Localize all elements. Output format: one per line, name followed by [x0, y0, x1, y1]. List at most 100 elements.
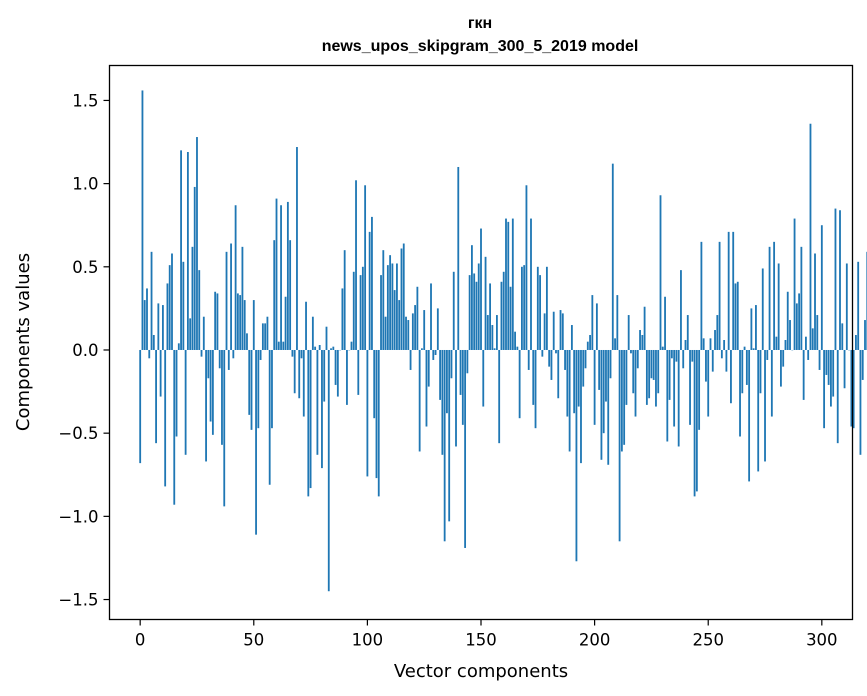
bar — [414, 305, 417, 350]
bar — [711, 349, 714, 372]
y-tick-label: −1.0 — [58, 507, 98, 526]
bar — [382, 250, 385, 350]
bar — [625, 349, 628, 405]
bar — [216, 293, 219, 350]
bar — [577, 349, 580, 407]
bar — [200, 349, 203, 357]
bar — [705, 349, 707, 382]
bar — [198, 270, 201, 350]
bar — [536, 266, 539, 350]
bar — [407, 320, 410, 350]
bar — [366, 349, 369, 477]
bar — [355, 180, 357, 350]
bar — [202, 316, 205, 350]
bar — [807, 349, 810, 360]
bar — [530, 218, 532, 350]
bar — [850, 349, 853, 427]
bar — [341, 288, 344, 350]
bar — [373, 349, 376, 419]
bar — [441, 349, 444, 455]
bar — [157, 303, 160, 350]
bar — [584, 349, 587, 369]
bar — [161, 305, 164, 350]
bar — [471, 245, 473, 350]
bar — [802, 349, 805, 400]
bar — [164, 349, 167, 487]
bar — [743, 346, 746, 350]
bar — [786, 291, 789, 350]
bar — [650, 349, 653, 379]
bar — [830, 349, 832, 407]
bar — [398, 300, 401, 350]
bars-group — [139, 90, 867, 592]
bar — [152, 335, 155, 350]
bar — [343, 250, 346, 350]
bar — [555, 349, 557, 354]
y-tick-label: −1.5 — [58, 591, 98, 610]
bar — [518, 349, 521, 419]
bar — [277, 341, 280, 350]
bar — [386, 265, 389, 350]
bar — [823, 349, 826, 429]
bar — [618, 349, 621, 542]
bar — [409, 349, 412, 370]
bar — [852, 349, 855, 429]
y-axis-label: Components values — [13, 253, 34, 431]
bar — [773, 241, 776, 350]
bar — [186, 152, 189, 350]
bar — [384, 316, 387, 350]
chart-title-line2: news_upos_skipgram_300_5_2019 model — [322, 38, 639, 55]
bar — [666, 349, 669, 442]
bar — [291, 349, 294, 357]
bar — [243, 300, 246, 350]
bar — [148, 349, 151, 359]
bar — [325, 326, 328, 350]
bar — [159, 349, 162, 397]
bar — [257, 349, 260, 429]
bar — [314, 346, 317, 350]
bar — [411, 313, 414, 350]
bar — [759, 349, 762, 394]
bar — [184, 349, 187, 455]
bar — [748, 349, 751, 482]
bar — [548, 349, 551, 367]
bar — [845, 263, 848, 350]
bar — [436, 308, 439, 350]
bar — [259, 349, 262, 360]
bar — [734, 283, 737, 350]
bar — [834, 208, 837, 350]
bar — [639, 330, 641, 350]
bar — [520, 266, 523, 350]
bar — [652, 349, 655, 380]
bar — [677, 349, 680, 447]
bar — [236, 293, 239, 350]
bar — [752, 348, 755, 350]
bar — [282, 341, 285, 350]
bar — [352, 271, 355, 350]
bar — [393, 290, 396, 350]
bar — [207, 349, 210, 379]
bar — [600, 349, 603, 460]
bar — [557, 349, 560, 399]
bar — [859, 349, 862, 455]
bar — [575, 349, 578, 562]
bar — [318, 345, 321, 350]
bar — [443, 349, 446, 542]
bar — [316, 349, 319, 455]
bar — [607, 349, 610, 465]
bar — [620, 349, 623, 452]
bar — [689, 349, 691, 425]
bar — [568, 349, 571, 452]
bar — [720, 349, 723, 359]
bar — [389, 255, 392, 350]
bar — [418, 349, 421, 452]
bar — [725, 349, 728, 372]
bar — [491, 325, 494, 350]
bar — [811, 328, 814, 350]
bar — [493, 348, 496, 350]
bar — [168, 265, 171, 350]
bar — [286, 201, 289, 350]
bar — [825, 349, 828, 375]
bar — [673, 349, 676, 427]
bar — [143, 300, 146, 350]
